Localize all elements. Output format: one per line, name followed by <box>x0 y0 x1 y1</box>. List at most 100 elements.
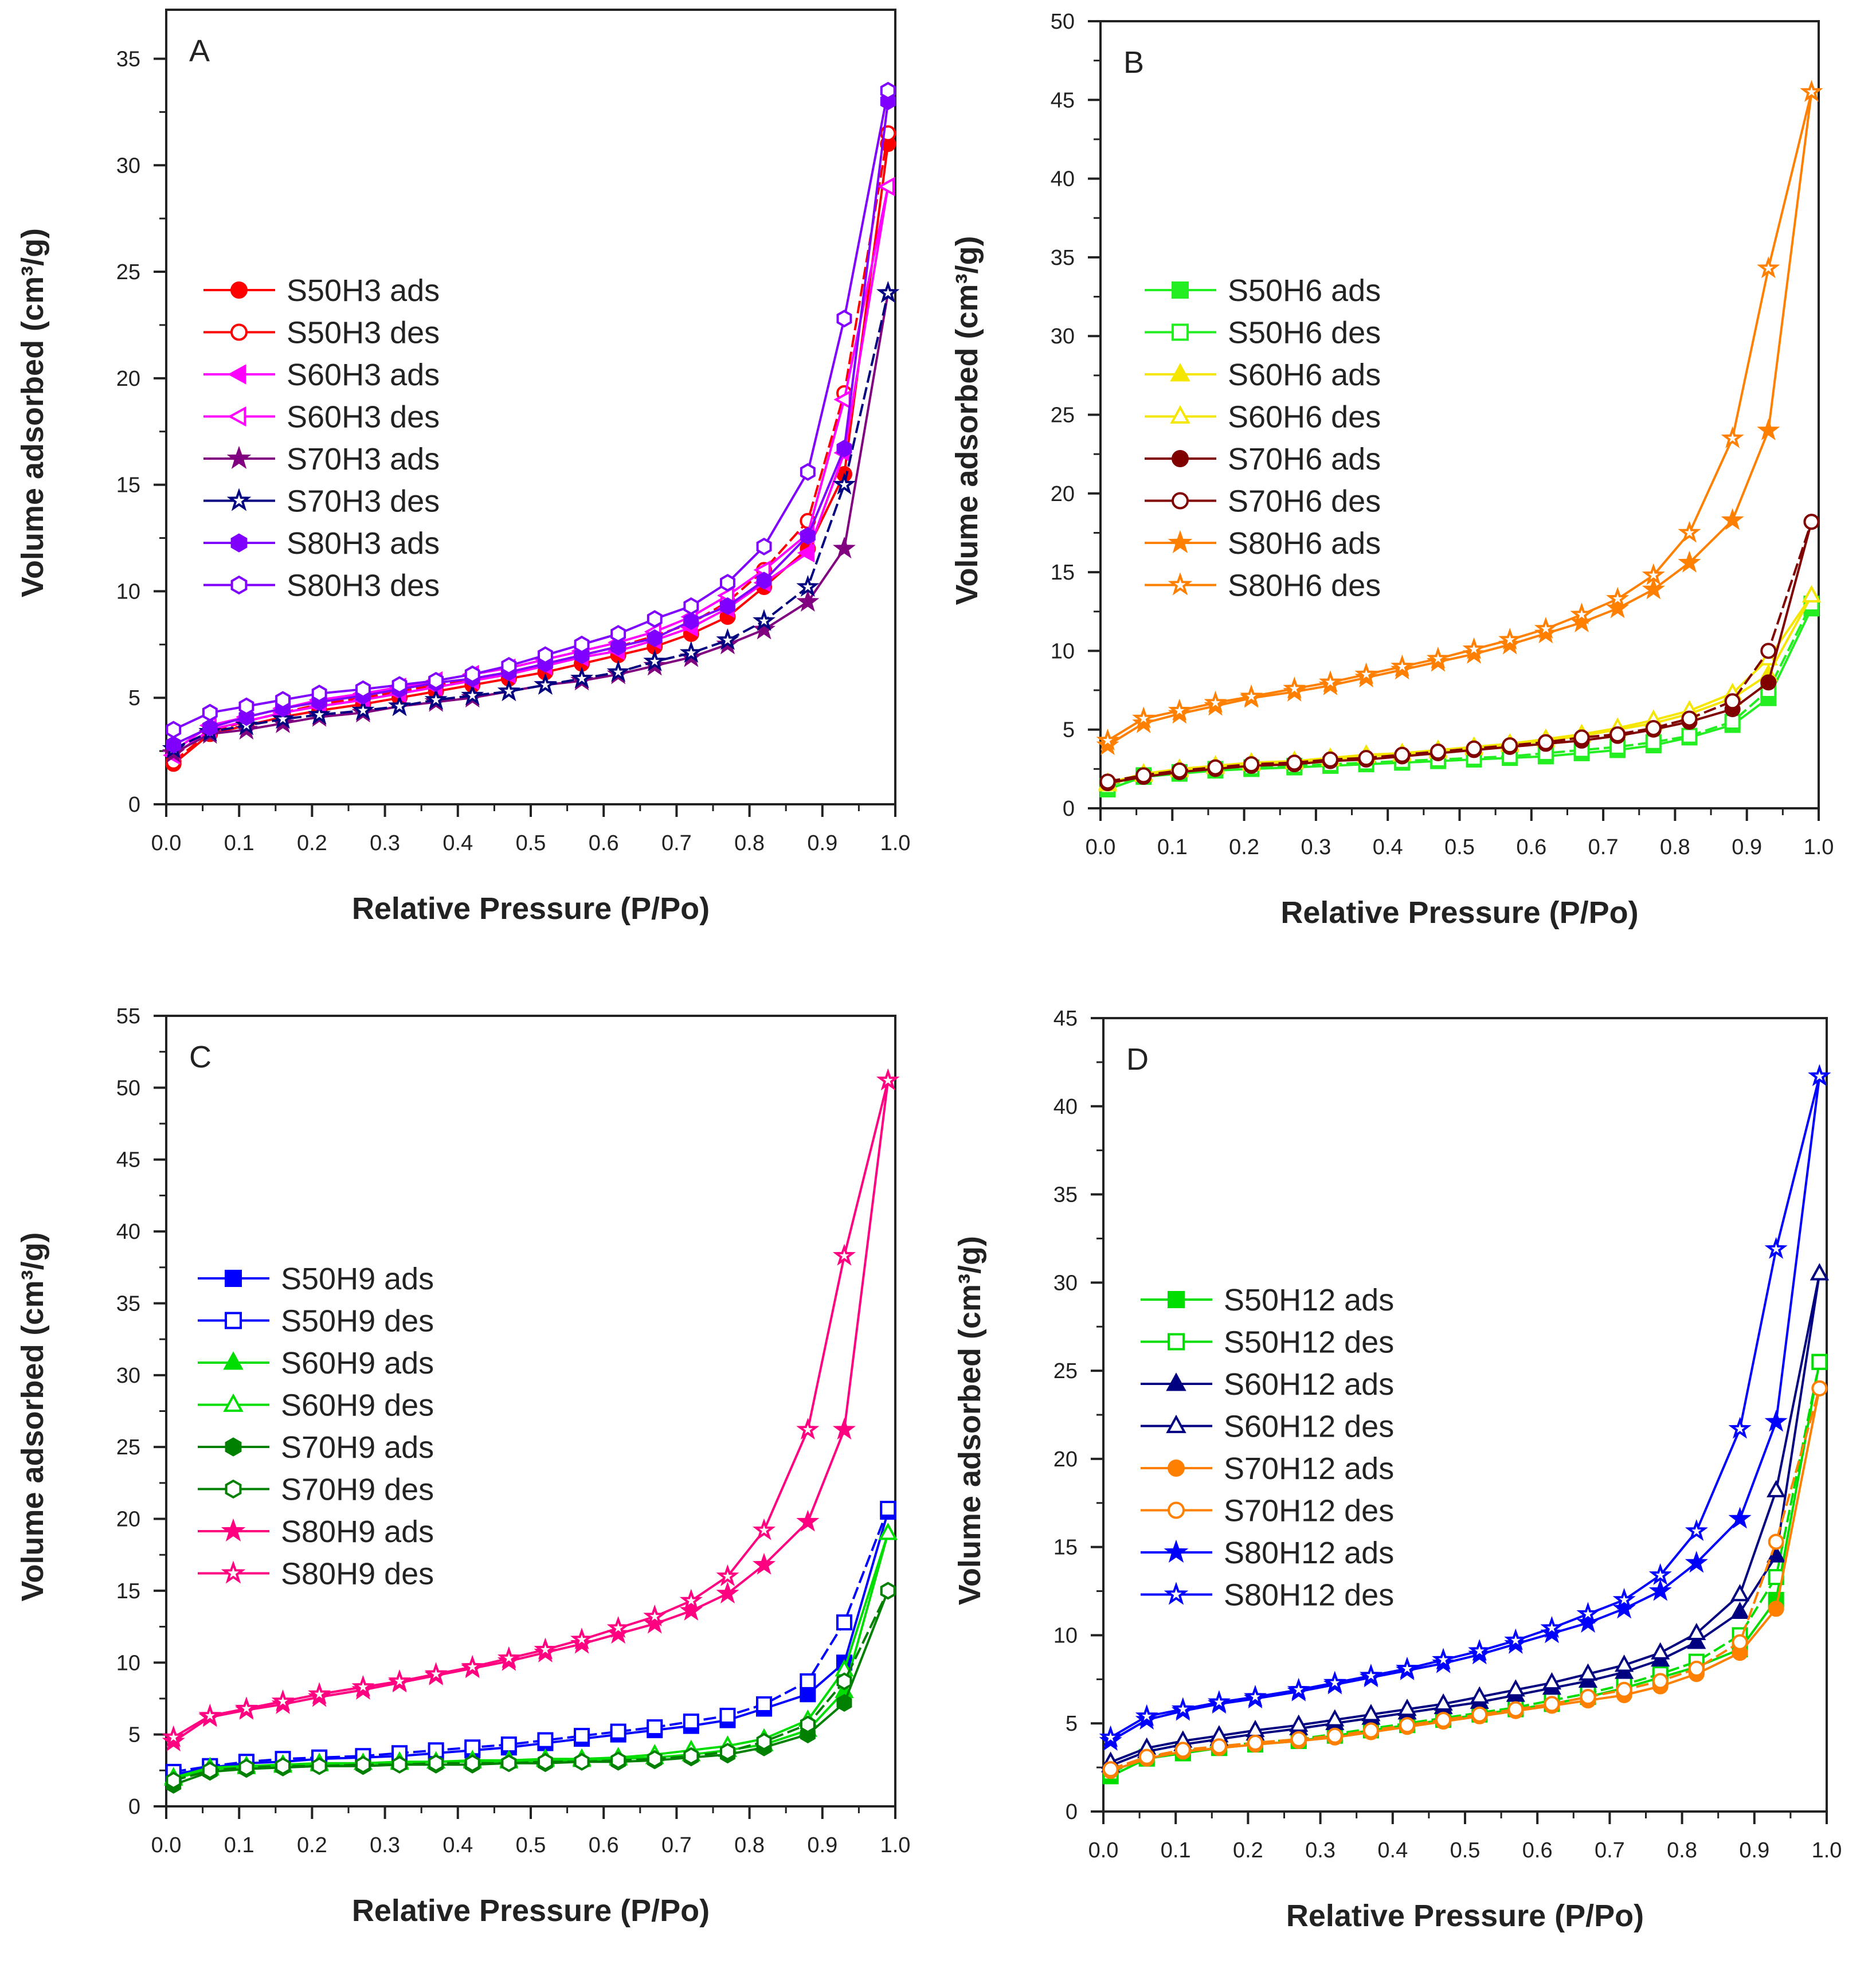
legend-entry: S60H9 ads <box>198 1346 434 1380</box>
data-point-star <box>1721 508 1744 530</box>
data-point-circle <box>1174 1742 1191 1758</box>
legend-label: S70H9 ads <box>281 1430 434 1465</box>
legend-marker-circle <box>230 323 248 341</box>
series-line <box>1110 1362 1821 1774</box>
y-tick-label: 0 <box>128 1795 140 1819</box>
legend-marker-circle <box>1168 1501 1185 1519</box>
legend-label: S50H12 des <box>1224 1325 1394 1360</box>
data-point-circle <box>1724 693 1741 710</box>
data-point-circle <box>1471 1706 1488 1723</box>
legend-label: S80H3 des <box>287 569 440 603</box>
legend-entry: S70H6 ads <box>1145 442 1381 476</box>
x-tick-label: 0.6 <box>1522 1838 1553 1863</box>
legend-entry: S50H3 ads <box>203 273 440 308</box>
series-s70h12-des <box>1102 1380 1828 1778</box>
data-point-hexagon <box>311 684 327 703</box>
data-point-square <box>500 1736 517 1753</box>
legend-entry: S80H12 des <box>1141 1578 1394 1613</box>
data-point-circle <box>1688 1660 1705 1677</box>
x-tick-label: 1.0 <box>1804 835 1834 859</box>
data-point-star <box>351 698 375 721</box>
data-point-circle <box>1290 1731 1307 1747</box>
data-point-star <box>570 1627 594 1650</box>
x-tick-label: 0.8 <box>734 1833 765 1857</box>
data-point-star <box>876 1068 900 1090</box>
x-tick-label: 0.1 <box>224 1833 254 1857</box>
series-line <box>1107 595 1813 786</box>
data-point-square <box>1768 1568 1784 1585</box>
legend-label: S50H9 des <box>281 1304 434 1339</box>
data-point-circle <box>1645 719 1662 736</box>
data-point-star <box>1207 1690 1231 1712</box>
data-point-star <box>1534 616 1557 639</box>
data-point-star <box>643 649 667 672</box>
legend-marker-star <box>1164 1582 1189 1605</box>
x-tick-label: 1.0 <box>880 831 911 855</box>
data-point-circle <box>1399 1717 1416 1734</box>
data-point-triangle-up <box>1542 1672 1562 1690</box>
data-point-star <box>1764 1410 1788 1432</box>
data-point-square <box>428 1742 444 1759</box>
y-tick-label: 30 <box>116 1364 140 1388</box>
data-point-hexagon <box>836 310 852 328</box>
legend-label: S60H9 des <box>281 1388 434 1423</box>
data-point-star <box>753 1518 776 1540</box>
data-point-circle <box>1609 726 1626 742</box>
data-point-circle <box>1732 1634 1748 1650</box>
series-line <box>1110 1273 1821 1763</box>
data-point-circle <box>1435 1712 1452 1728</box>
legend-entry: S50H6 ads <box>1145 273 1381 308</box>
data-point-star <box>1648 1579 1672 1601</box>
legend-entry: S80H6 des <box>1145 569 1381 603</box>
data-point-hexagon <box>800 463 816 481</box>
data-point-star <box>1432 1648 1455 1670</box>
chart-panel-d: 0.0 0.1 0.2 0.3 0.4 0.5 0.6 0.7 0.8 0.9 1.0 0 5 10 15 2… <box>953 1007 1842 1933</box>
data-point-triangle-up <box>1730 1601 1750 1619</box>
x-axis-label: Relative Pressure (P/Po) <box>1280 895 1638 930</box>
plot-frame <box>165 9 896 805</box>
legend-entry: S70H12 des <box>1141 1494 1394 1528</box>
data-point-star <box>271 707 295 729</box>
data-point-star <box>497 1646 520 1668</box>
data-point-hexagon <box>683 597 699 615</box>
x-tick-label: 0.4 <box>1377 1838 1408 1863</box>
data-point-star <box>1359 1664 1383 1686</box>
data-point-hexagon <box>800 527 816 545</box>
data-point-hexagon <box>720 597 735 615</box>
data-point-triangle-up <box>1810 1263 1829 1281</box>
x-axis-label: Relative Pressure (P/Po) <box>352 891 710 926</box>
plot-frame <box>1099 20 1820 809</box>
x-tick-label: 0.3 <box>1301 835 1331 859</box>
legend-label: S80H9 des <box>281 1557 434 1591</box>
x-tick-label: 0.4 <box>442 831 473 855</box>
data-point-hexagon <box>428 1754 444 1773</box>
data-point-star <box>308 702 331 725</box>
legend-marker-triangle-left <box>228 406 246 427</box>
data-point-hexagon <box>610 1751 626 1770</box>
data-point-square <box>836 1614 852 1631</box>
series-line <box>1107 595 1813 785</box>
data-point-star <box>606 660 630 682</box>
data-point-circle <box>1768 1601 1784 1617</box>
legend-marker-star <box>226 488 252 511</box>
x-tick-label: 0.3 <box>370 1833 400 1857</box>
y-tick-label: 10 <box>116 580 140 604</box>
data-point-circle <box>1768 1533 1784 1550</box>
chart-panel-c: 0.0 0.1 0.2 0.3 0.4 0.5 0.6 0.7 0.8 0.9 1.0 0 5 10 15 2… <box>15 1004 910 1928</box>
legend-entry: S60H12 ads <box>1141 1367 1394 1402</box>
panel-label: B <box>1123 45 1144 80</box>
data-point-hexagon <box>836 1693 852 1712</box>
y-tick-label: 20 <box>1053 1447 1078 1472</box>
data-point-circle <box>1394 746 1411 763</box>
legend-label: S80H6 des <box>1228 569 1381 603</box>
x-tick-label: 1.0 <box>1812 1838 1842 1863</box>
data-point-star <box>796 589 820 612</box>
y-tick-label: 35 <box>116 1292 140 1316</box>
data-point-star <box>1168 698 1191 721</box>
y-tick-label: 15 <box>116 1579 140 1603</box>
data-point-square <box>683 1713 699 1730</box>
y-tick-label: 35 <box>116 47 140 71</box>
data-point-hexagon <box>720 574 735 592</box>
series-s70h3-des <box>162 281 900 759</box>
